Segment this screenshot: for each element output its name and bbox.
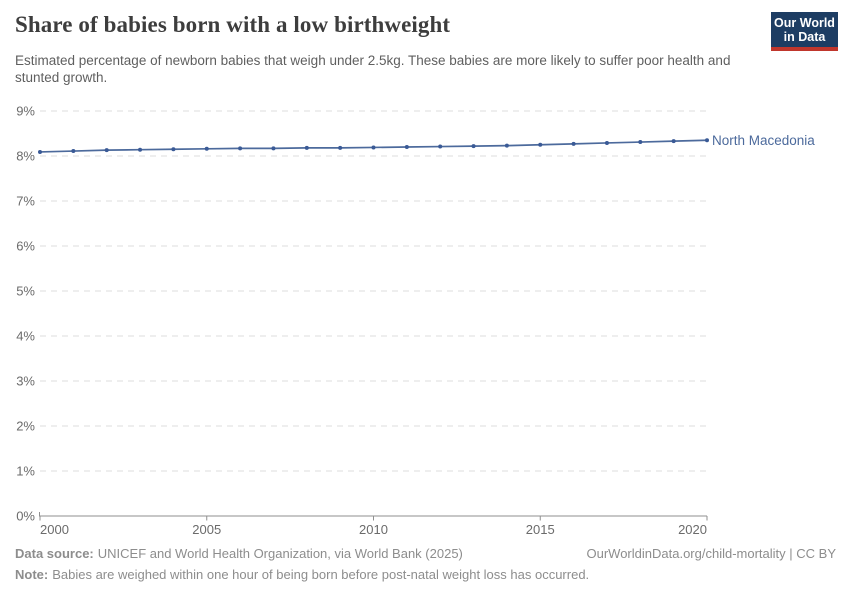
data-point — [204, 146, 209, 151]
chart-footer: Data source: UNICEF and World Health Orga… — [15, 546, 836, 582]
owid-logo[interactable]: Our World in Data — [771, 12, 838, 51]
data-source-text: UNICEF and World Health Organization, vi… — [97, 546, 463, 561]
data-point — [138, 147, 143, 152]
y-axis-tick-label: 9% — [16, 104, 35, 119]
data-point — [671, 139, 676, 144]
y-axis-tick-label: 0% — [16, 509, 35, 524]
data-point — [371, 145, 376, 150]
data-point — [504, 143, 509, 148]
x-axis-tick-label: 2010 — [359, 522, 388, 537]
data-point — [404, 145, 409, 149]
data-point — [71, 149, 76, 154]
note-line: Note: Babies are weighed within one hour … — [15, 567, 836, 582]
owid-logo-text: Our World in Data — [771, 12, 838, 47]
y-axis-tick-label: 5% — [16, 284, 35, 299]
data-point — [238, 146, 243, 151]
x-axis-tick-label: 2005 — [192, 522, 221, 537]
data-point — [471, 144, 476, 149]
y-axis-tick-label: 1% — [16, 464, 35, 479]
data-point — [638, 140, 643, 145]
x-axis-tick-label: 2015 — [526, 522, 555, 537]
chart-subtitle: Estimated percentage of newborn babies t… — [15, 53, 731, 85]
note-text: Babies are weighed within one hour of be… — [52, 567, 590, 582]
y-axis-tick-label: 3% — [16, 374, 35, 389]
owid-logo-line2: in Data — [783, 29, 826, 44]
data-point — [604, 140, 609, 145]
data-point — [171, 147, 176, 152]
data-point — [538, 142, 543, 147]
owid-logo-line1: Our World — [774, 15, 835, 30]
y-axis-tick-label: 2% — [16, 419, 35, 434]
note-label: Note: — [15, 567, 49, 582]
data-point — [571, 141, 576, 146]
owid-logo-stripe — [771, 47, 838, 51]
data-point — [304, 145, 309, 150]
page-title: Share of babies born with a low birthwei… — [15, 12, 451, 37]
owid-url: OurWorldinData.org/child-mortality | CC … — [586, 546, 837, 561]
data-point — [438, 144, 443, 149]
x-axis-tick-label: 2020 — [678, 522, 707, 537]
y-axis-tick-label: 7% — [16, 194, 35, 209]
data-point — [338, 145, 343, 150]
data-source-line: Data source: UNICEF and World Health Orga… — [15, 546, 463, 561]
data-point — [271, 146, 276, 151]
data-point — [705, 138, 709, 143]
data-source-label: Data source: — [15, 546, 94, 561]
y-axis-tick-label: 4% — [16, 329, 35, 344]
y-axis-tick-label: 8% — [16, 149, 35, 164]
x-axis-tick-label: 2000 — [40, 522, 69, 537]
data-point — [38, 149, 42, 154]
series-entity-label[interactable]: North Macedonia — [712, 133, 815, 148]
y-axis-tick-label: 6% — [16, 239, 35, 254]
data-point — [104, 148, 109, 153]
